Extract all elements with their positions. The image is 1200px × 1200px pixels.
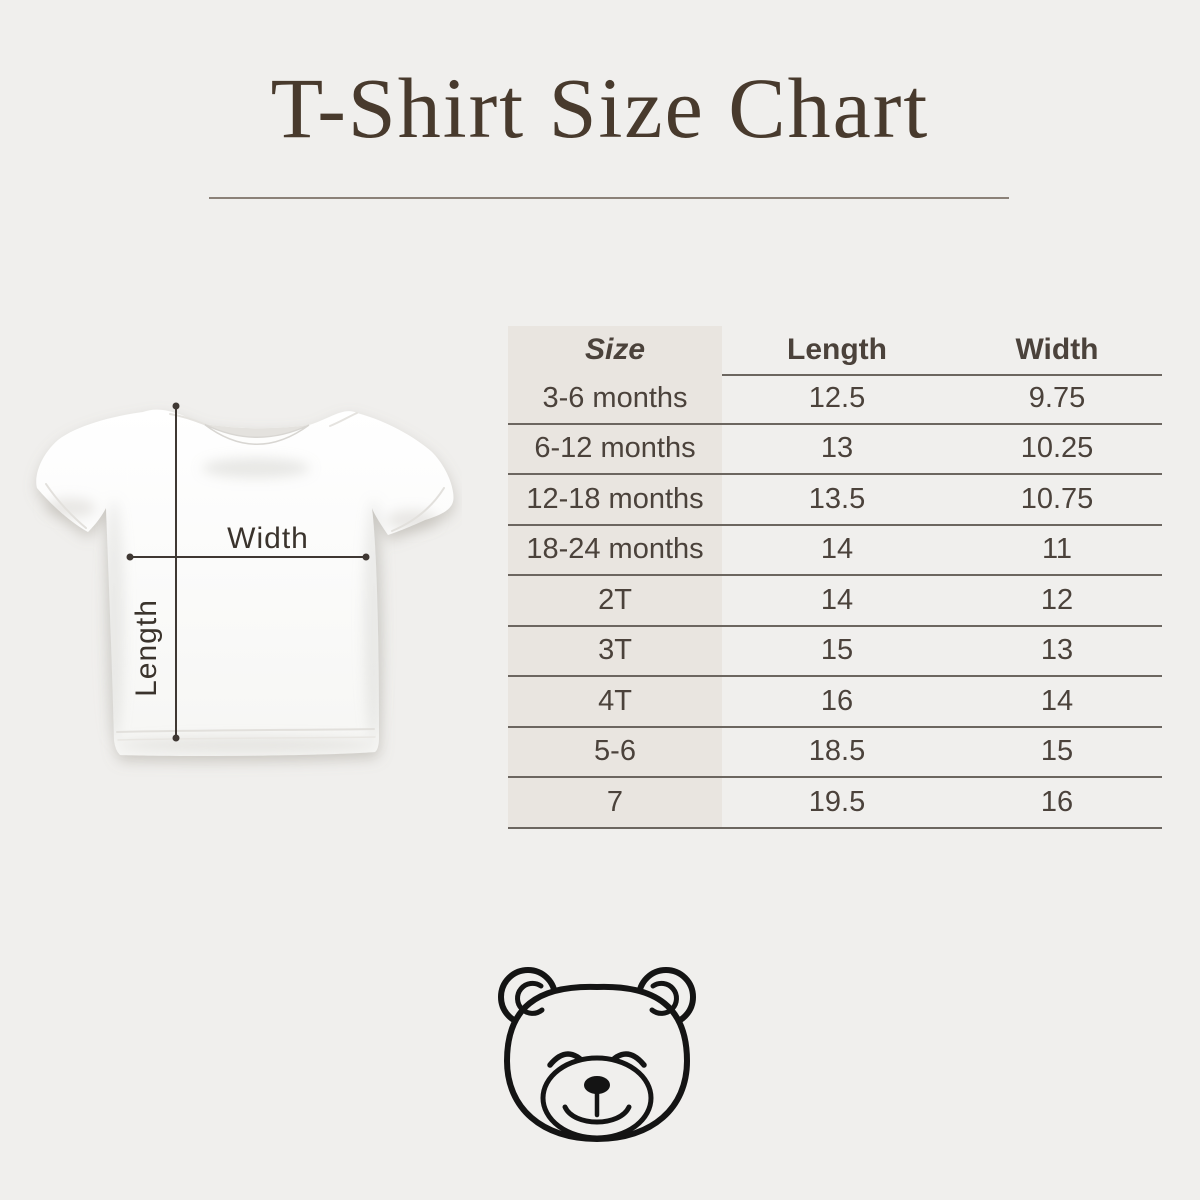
cell-size: 7 bbox=[508, 778, 722, 829]
cell-length: 12.5 bbox=[722, 374, 952, 425]
page-title: T-Shirt Size Chart bbox=[270, 60, 930, 156]
cell-width: 9.75 bbox=[952, 374, 1162, 425]
cell-length: 13.5 bbox=[722, 475, 952, 526]
header-cell-size: Size bbox=[508, 326, 722, 376]
cell-length: 15 bbox=[722, 627, 952, 677]
length-dimension-label: Length bbox=[130, 599, 163, 697]
cell-size: 3-6 months bbox=[508, 374, 722, 425]
cell-size: 3T bbox=[508, 626, 722, 677]
header-cell-length: Length bbox=[722, 326, 952, 376]
cell-size: 12-18 months bbox=[508, 475, 722, 526]
cell-size: 4T bbox=[508, 677, 722, 728]
tshirt-image: Width Length bbox=[36, 402, 454, 756]
cell-width: 16 bbox=[952, 778, 1162, 829]
header-cell-width: Width bbox=[952, 326, 1162, 376]
cell-width: 10.25 bbox=[952, 425, 1162, 475]
cell-length: 14 bbox=[722, 576, 952, 627]
width-dimension-label: Width bbox=[227, 522, 309, 555]
cell-size: 18-24 months bbox=[508, 525, 722, 576]
size-table: Size Length Width 3-6 months 12.5 9.75 6… bbox=[508, 326, 1162, 829]
length-dimension-line bbox=[172, 402, 180, 742]
cell-length: 18.5 bbox=[722, 728, 952, 778]
title-divider bbox=[209, 197, 1009, 199]
cell-length: 14 bbox=[722, 526, 952, 576]
cell-length: 19.5 bbox=[722, 778, 952, 829]
cell-width: 15 bbox=[952, 728, 1162, 778]
cell-width: 10.75 bbox=[952, 475, 1162, 526]
cell-size: 6-12 months bbox=[508, 424, 722, 475]
cell-size: 5-6 bbox=[508, 727, 722, 778]
cell-width: 12 bbox=[952, 576, 1162, 627]
width-dimension-line bbox=[126, 553, 370, 561]
cell-width: 14 bbox=[952, 677, 1162, 728]
cell-width: 13 bbox=[952, 627, 1162, 677]
teddy-bear-icon bbox=[492, 963, 702, 1153]
tshirt-diagram: Width Length bbox=[22, 380, 462, 780]
cell-length: 13 bbox=[722, 425, 952, 475]
cell-length: 16 bbox=[722, 677, 952, 728]
cell-size: 2T bbox=[508, 576, 722, 627]
cell-width: 11 bbox=[952, 526, 1162, 576]
